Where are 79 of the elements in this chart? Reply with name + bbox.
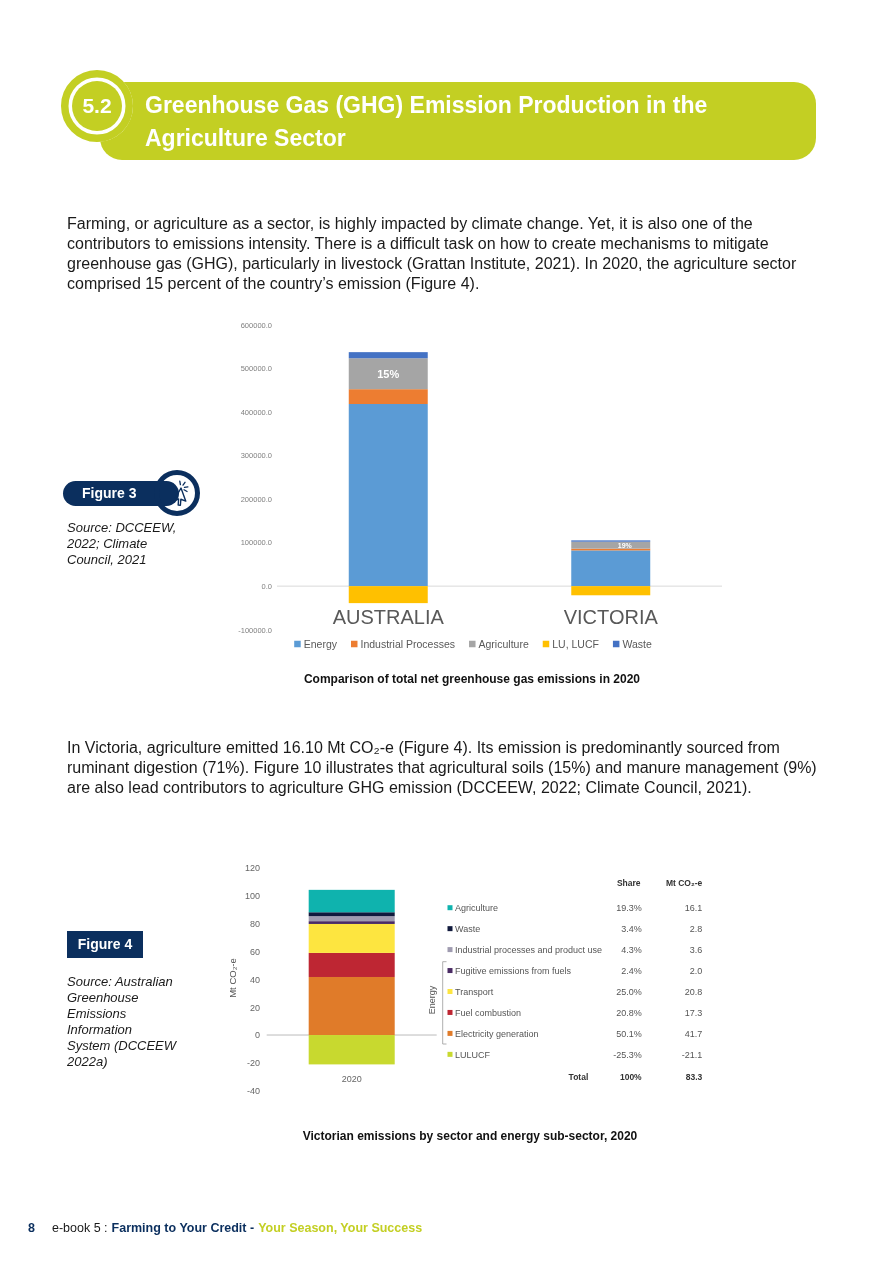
bar	[308, 976, 395, 1036]
y-tick-label: 20	[249, 1002, 260, 1013]
y-tick-label: 80	[249, 919, 260, 930]
y-tick-label: 100	[244, 891, 260, 902]
x-tick-label: AUSTRALIA	[332, 606, 445, 628]
text: 16.1	[684, 902, 703, 913]
text: -21.1	[681, 1049, 703, 1060]
text: Share	[616, 878, 641, 889]
legend-label: Fugitive emissions from fuels	[455, 965, 572, 976]
text: 3.6	[689, 944, 703, 955]
bar	[348, 389, 428, 404]
legend-label: Industrial Processes	[360, 637, 456, 650]
bar	[308, 912, 395, 917]
y-tick-label: 60	[249, 946, 260, 957]
text: Farming to Your Credit -	[111, 1221, 255, 1235]
source-note: Source: Australian Greenhouse Emissions Information System (DCCEEW 2022a)	[67, 974, 177, 1070]
bar	[348, 586, 428, 604]
text: In Victoria, agriculture emitted 16.10 Mt CO₂-e (Figure 4). Its emission is predominantly sourced from ruminant digestion (71%). Figure 10 illustrates that agricultural soils (15%) and manure management (9%) are also lead contributors to agriculture GHG emission (DCCEEW, 2022; Climate Council, 2021).	[67, 738, 818, 798]
y-tick-label: -20	[246, 1058, 260, 1069]
text: 2.0	[689, 965, 703, 976]
text: Mt CO₂-e	[665, 878, 703, 889]
y-tick-label: 40	[249, 974, 260, 985]
y-tick-label: -40	[246, 1086, 260, 1097]
legend-label: Fuel combustion	[455, 1007, 522, 1018]
bar	[571, 541, 651, 549]
text: 25.0%	[616, 986, 642, 997]
text: 2.4%	[621, 965, 642, 976]
x-tick-label: 2020	[341, 1074, 362, 1084]
text: 83.3	[685, 1071, 703, 1082]
bar	[308, 1035, 395, 1065]
text: Comparison of total net greenhouse gas emissions in 2020	[303, 672, 641, 686]
legend-label: Electricity generation	[455, 1028, 539, 1039]
caption: Figure 4	[77, 936, 133, 953]
text: 41.7	[684, 1028, 703, 1039]
text: Energy	[426, 985, 437, 1015]
text: 2.8	[689, 923, 703, 934]
legend-label: Agriculture	[455, 902, 499, 913]
source-note: Source: DCCEEW, 2022; Climate Council, 2021	[67, 520, 178, 568]
text: 50.1%	[616, 1028, 642, 1039]
legend-label: Agriculture	[478, 637, 529, 650]
y-tick-label: 120	[244, 863, 260, 874]
bar	[308, 952, 395, 977]
bar	[308, 889, 395, 913]
bar	[308, 923, 395, 953]
text: Greenhouse Gas (GHG) Emission Production in the Agriculture Sector	[145, 91, 709, 153]
text: 19.3%	[616, 902, 642, 913]
text: Total	[568, 1071, 589, 1082]
caption: Figure 3	[82, 485, 137, 502]
text: 4.3%	[621, 944, 642, 955]
legend-label: Industrial processes and product use	[455, 944, 603, 955]
bar	[348, 352, 428, 359]
text: Your Season, Your Success	[258, 1221, 423, 1235]
text: 3.4%	[621, 923, 642, 934]
text: e-book 5 :	[51, 1221, 108, 1235]
bar	[571, 550, 651, 587]
y-tick-label: 0	[254, 1030, 260, 1041]
bar	[348, 404, 428, 587]
legend-label: LU, LUCF	[552, 637, 599, 650]
bar	[308, 921, 395, 924]
x-tick-label: VICTORIA	[563, 606, 659, 628]
y-axis-title: Mt CO₂-e	[227, 958, 239, 998]
text: 20.8	[684, 986, 703, 997]
legend-label: LULUCF	[455, 1049, 491, 1060]
text: 20.8%	[616, 1007, 642, 1018]
legend-label: Transport	[455, 986, 494, 997]
legend-label: Waste	[455, 923, 481, 934]
bar	[308, 916, 395, 922]
text: 8	[28, 1221, 35, 1235]
bar	[571, 586, 651, 596]
annotation: 15%	[377, 367, 400, 380]
legend-label: Waste	[622, 637, 652, 650]
text: Farming, or agriculture as a sector, is highly impacted by climate change. Yet, it is also one of the contributors to emissions intensity. There is a difficult task on how to create mechanisms to mitigate greenhouse gas (GHG), particularly in livestock (Grattan Institute, 2021). In 2020, the agriculture sector comprised 15 percent of the country’s emission (Figure 4).	[67, 214, 798, 294]
text: Victorian emissions by sector and energy sub-sector, 2020	[302, 1129, 638, 1143]
legend-label: Energy	[303, 637, 338, 650]
text: 5.2	[82, 94, 112, 118]
text: 17.3	[684, 1007, 703, 1018]
text: 100%	[619, 1071, 643, 1082]
text: -25.3%	[613, 1049, 642, 1060]
bar	[348, 358, 428, 390]
